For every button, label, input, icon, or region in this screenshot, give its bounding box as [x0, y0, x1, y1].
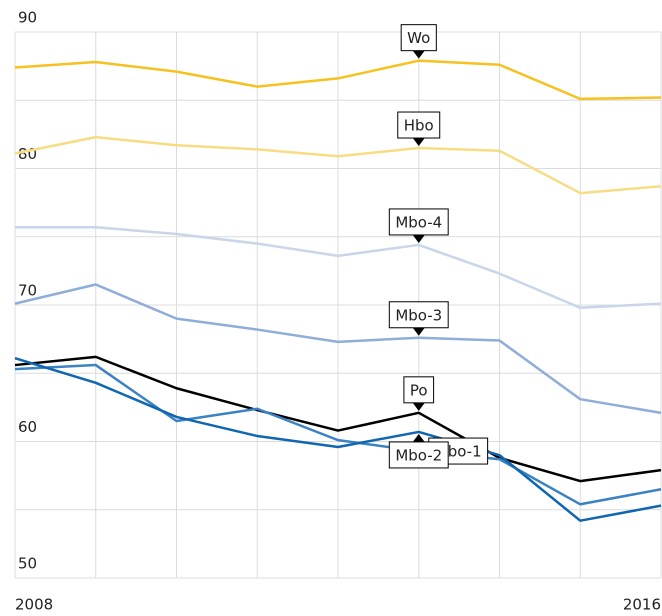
legend-label: Hbo [404, 117, 434, 135]
series-line [14, 59, 662, 101]
series-label: Mbo-2 [388, 433, 449, 469]
label-box [400, 24, 437, 52]
label-pointer [412, 327, 425, 336]
label-pointer [412, 50, 425, 59]
y-tick-label: 50 [18, 555, 37, 573]
legend-label: Wo [407, 29, 430, 47]
x-tick-label: 2016 [623, 596, 661, 614]
series-label: Mbo-3 [388, 301, 449, 336]
y-tick-label: 90 [18, 9, 37, 27]
series-label: Hbo [397, 111, 441, 147]
label-pointer [412, 138, 425, 147]
label-box [388, 301, 449, 329]
legend-label: Mbo-2 [395, 446, 442, 464]
legend-label: Mbo-4 [395, 213, 442, 231]
series-line [14, 283, 662, 415]
label-pointer [412, 433, 425, 442]
label-pointer [412, 234, 425, 243]
label-pointer [412, 402, 425, 411]
series-line [14, 363, 662, 506]
series-label: Po [403, 376, 435, 411]
x-tick-label: 2008 [15, 596, 53, 614]
series-label: Mbo-4 [388, 208, 449, 243]
legend-label: Mbo-3 [395, 306, 442, 324]
y-tick-label: 60 [18, 418, 37, 436]
y-tick-label: 80 [18, 145, 37, 163]
legend-label: Po [410, 381, 428, 399]
series-line [14, 357, 662, 522]
series-line [15, 225, 662, 309]
series-line [14, 355, 662, 483]
y-tick-label: 70 [18, 282, 37, 300]
series-line [14, 135, 662, 195]
series-label: Wo [400, 24, 437, 59]
